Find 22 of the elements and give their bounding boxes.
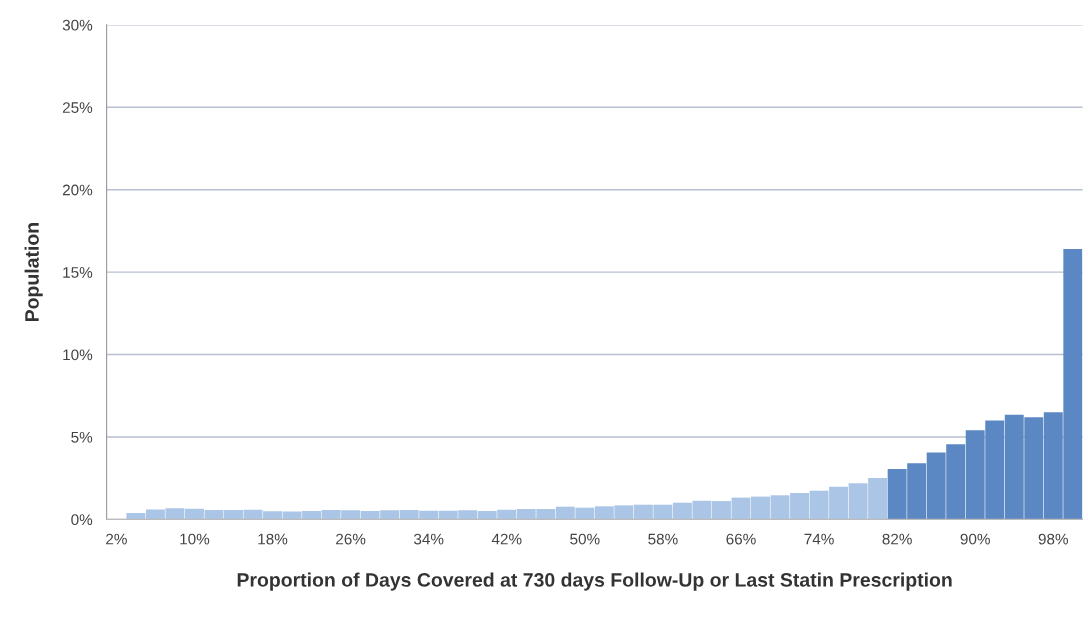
x-tick-label: 66% <box>726 533 756 545</box>
y-tick-label: 5% <box>71 431 93 443</box>
y-tick-label: 10% <box>63 349 93 361</box>
y-tick-label: 30% <box>62 19 93 31</box>
x-tick-label: 98% <box>1038 533 1069 545</box>
x-tick-label: 26% <box>336 533 366 545</box>
x-tick-label: 2% <box>106 533 127 545</box>
x-tick-label: 82% <box>882 533 912 545</box>
x-tick-label: 74% <box>804 533 834 545</box>
y-axis-title: Population <box>24 223 43 322</box>
x-tick-label: 34% <box>413 533 444 545</box>
x-tick-label: 50% <box>570 533 600 545</box>
y-tick-label: 0% <box>71 514 93 526</box>
x-tick-label: 10% <box>180 533 210 545</box>
y-tick-label: 20% <box>62 184 93 196</box>
x-tick-label: 90% <box>960 533 990 545</box>
x-tick-label: 42% <box>491 533 522 545</box>
x-tick-label: 18% <box>258 533 288 545</box>
y-tick-label: 25% <box>62 102 93 113</box>
x-axis-title: Proportion of Days Covered at 730 days Follow-Up or Last Statin Prescription <box>237 572 952 591</box>
x-tick-label: 58% <box>648 533 678 545</box>
y-tick-label: 15% <box>63 267 93 278</box>
